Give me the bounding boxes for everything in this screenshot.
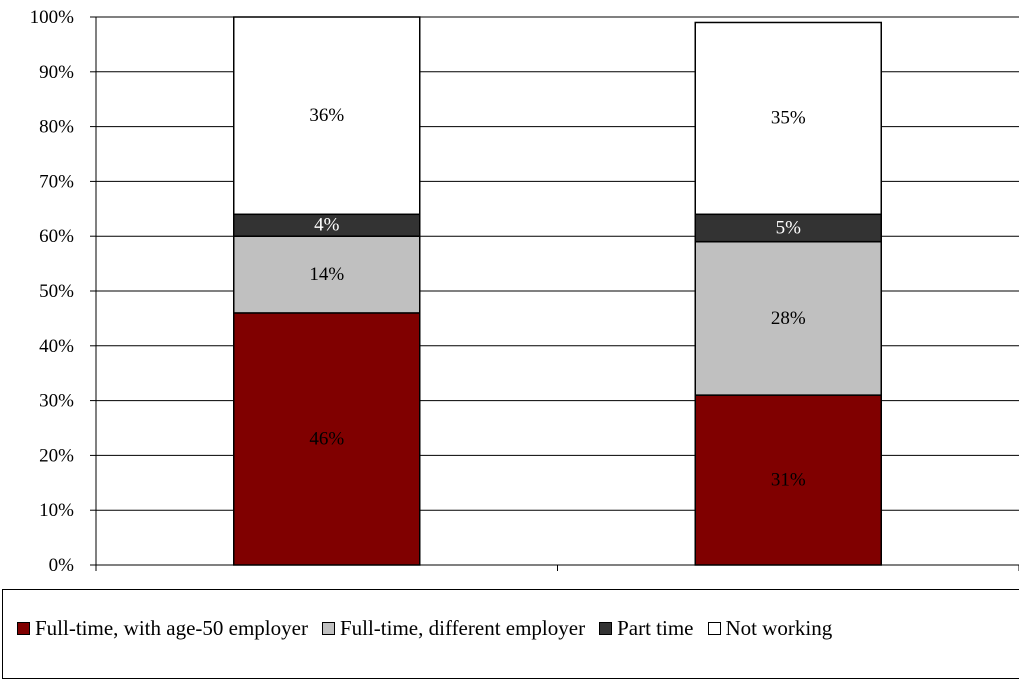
data-label: 31% [771,469,806,490]
legend-swatch [707,622,721,635]
bar-segment [233,16,421,216]
legend: Full-time, with age-50 employer Full-time… [2,589,1019,679]
y-axis-tick-labels: 0% 10% 20% 30% 40% 50% 60% 70% 80% 90% 100% [30,7,75,576]
legend-item: Part time [599,616,694,641]
data-label: 46% [309,428,344,449]
legend-label: Full-time, different employer [339,616,586,640]
y-tick-label: 20% [39,445,74,466]
y-tick-label: 40% [39,336,74,357]
y-tick-label: 80% [39,117,74,138]
legend-swatch [599,622,613,635]
legend-swatch [17,622,30,635]
bar-segment [233,235,421,314]
y-tick-label: 0% [49,555,75,576]
legend-label: Part time [617,616,694,640]
y-tick-label: 30% [39,391,74,412]
legend-swatch [321,622,335,635]
legend-label: Full-time, with age-50 employer [35,616,308,640]
legend-label: Not working [725,616,833,640]
legend-item: Not working [707,616,833,641]
axes [95,17,1019,571]
data-label: 5% [776,217,802,238]
data-label: 14% [309,264,344,285]
y-tick-label: 70% [39,171,74,192]
legend-item: Full-time, with age-50 employer [17,616,308,641]
y-tick-label: 90% [39,62,74,83]
legend-item: Full-time, different employer [321,616,586,641]
y-tick-label: 60% [39,226,74,247]
bar-segment [694,394,882,566]
bar-segment [694,21,882,216]
y-tick-label: 10% [39,500,74,521]
data-label: 28% [771,308,806,329]
legend-items: Full-time, with age-50 employer Full-time… [17,616,846,641]
bar-segment [694,240,882,396]
bars [233,16,882,566]
y-tick-label: 50% [39,281,74,302]
data-labels: 46% 14% 4% 36% 31% 28% 5% 35% [309,105,806,490]
data-label: 36% [309,105,344,126]
data-label: 35% [771,108,806,129]
y-tick-label: 100% [30,7,75,28]
bar-segment [233,312,421,566]
data-label: 4% [314,215,340,236]
